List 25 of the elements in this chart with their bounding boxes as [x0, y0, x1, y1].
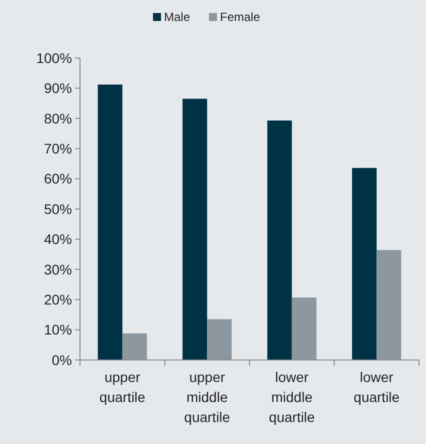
- x-tick-label: upper quartile: [99, 369, 146, 405]
- y-tick-label: 70%: [44, 140, 72, 156]
- bar: [352, 168, 377, 360]
- y-tick-label: 50%: [44, 200, 72, 217]
- x-tick-label: upper middle quartile: [184, 369, 230, 425]
- bar: [98, 84, 122, 360]
- y-tick-label: 20%: [44, 292, 72, 308]
- bar: [182, 98, 208, 360]
- y-tick-label: 90%: [44, 80, 72, 96]
- legend-label: Male: [164, 10, 190, 24]
- y-tick-label: 0%: [52, 352, 72, 368]
- bar: [292, 297, 316, 360]
- legend-label: Female: [220, 10, 260, 24]
- y-tick-label: 100%: [36, 50, 72, 66]
- x-tick-label: lower middle quartile: [268, 369, 316, 425]
- y-tick-label: 60%: [44, 170, 72, 187]
- y-tick-label: 30%: [44, 261, 72, 278]
- bar: [267, 120, 292, 360]
- y-tick-label: 40%: [44, 231, 72, 248]
- bar: [207, 319, 232, 360]
- y-tick-label: 10%: [44, 322, 72, 338]
- x-tick-label: lower quartile: [354, 369, 400, 405]
- y-tick-label: 80%: [44, 110, 72, 126]
- bar: [376, 250, 402, 360]
- bar: [122, 333, 147, 360]
